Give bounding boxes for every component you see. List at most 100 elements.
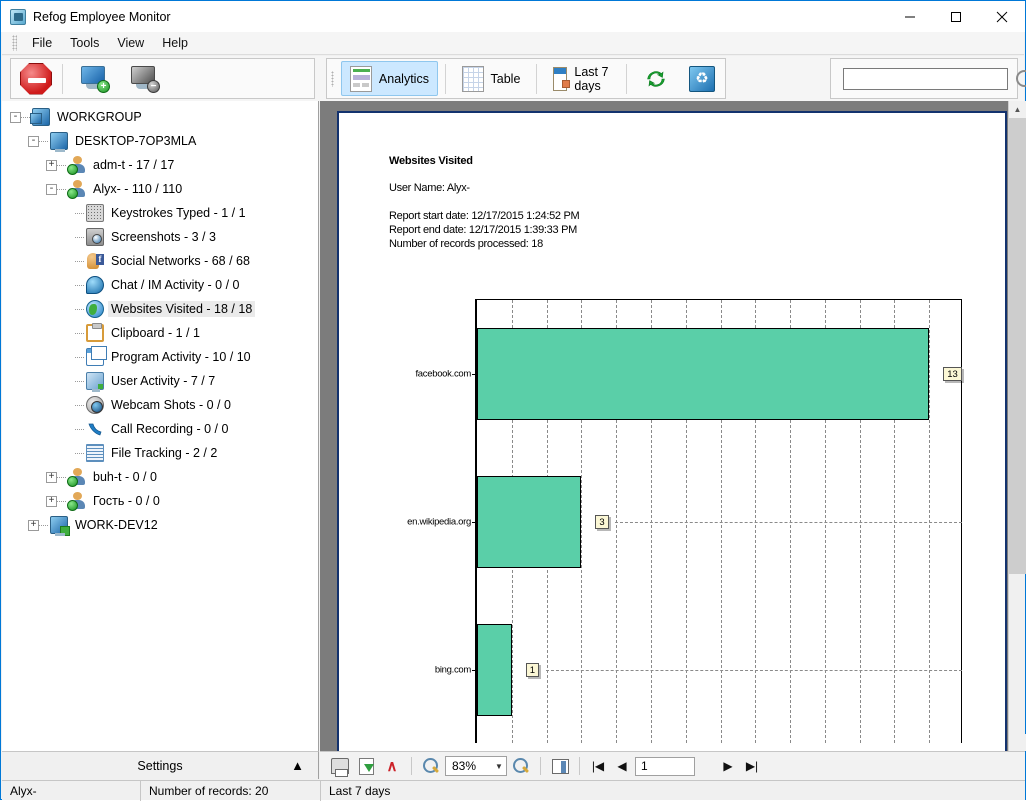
scroll-down-button[interactable] <box>1009 734 1026 751</box>
tree-item-14[interactable]: File Tracking - 2 / 2 <box>6 441 318 465</box>
search-icon[interactable] <box>1014 68 1026 90</box>
last-page-button[interactable]: ▶| <box>745 759 759 773</box>
settings-label: Settings <box>137 758 183 773</box>
tree-connector <box>39 140 48 142</box>
expand-toggle-icon[interactable]: + <box>28 519 39 531</box>
zoom-level-select[interactable]: 83% ▼ <box>445 756 507 776</box>
tree-item-15[interactable]: + buh-t - 0 / 0 <box>6 465 318 489</box>
tree-connector <box>75 428 84 430</box>
close-button[interactable] <box>979 1 1025 32</box>
tree-item-4[interactable]: Keystrokes Typed - 1 / 1 <box>6 201 318 225</box>
tree-item-0[interactable]: - WORKGROUP <box>6 105 318 129</box>
expand-toggle-icon[interactable]: + <box>46 471 57 483</box>
view-toolbar-gripper[interactable] <box>331 70 334 87</box>
gridline <box>859 300 861 743</box>
page-number-input[interactable] <box>635 756 695 776</box>
tab-table[interactable]: Table <box>453 61 530 96</box>
menu-view[interactable]: View <box>117 36 145 50</box>
tree-connector <box>57 476 66 478</box>
toolbar-row: + − Analytics Table <box>2 56 1026 101</box>
tree-item-label: Chat / IM Activity - 0 / 0 <box>111 278 240 292</box>
report-record-count: Number of records processed: 18 <box>389 238 543 250</box>
bookmarks-icon <box>551 758 569 774</box>
menu-tools[interactable]: Tools <box>70 36 100 50</box>
maximize-button[interactable] <box>933 1 979 32</box>
tree-spacer <box>64 304 75 315</box>
tree-panel[interactable]: - WORKGROUP - DESKTOP-7OP3MLA + adm-t - 17 / … <box>2 101 319 751</box>
expand-toggle-icon[interactable]: + <box>46 159 57 171</box>
value-leader-line <box>545 670 962 671</box>
tree-item-12[interactable]: Webcam Shots - 0 / 0 <box>6 393 318 417</box>
scrollbar-thumb[interactable] <box>1009 118 1026 574</box>
tree-item-7[interactable]: Chat / IM Activity - 0 / 0 <box>6 273 318 297</box>
tree-item-label: WORKGROUP <box>57 110 142 124</box>
report-toolbar: ∧ 83% ▼ |◀ ◀ ▶ ▶| <box>320 751 1025 780</box>
tree-item-5[interactable]: Screenshots - 3 / 3 <box>6 225 318 249</box>
tree-item-3[interactable]: - Alyx- - 110 / 110 <box>6 177 318 201</box>
remove-computer-button[interactable]: − <box>120 61 168 96</box>
minimize-button[interactable] <box>887 1 933 32</box>
print-button[interactable] <box>328 755 352 777</box>
zoom-in-button[interactable] <box>419 755 443 777</box>
viewer-scrollbar[interactable]: ▲ <box>1008 101 1026 751</box>
category-label: facebook.com <box>415 368 471 380</box>
add-computer-button[interactable]: + <box>70 61 118 96</box>
window-controls <box>887 1 1025 32</box>
zoom-out-button[interactable] <box>509 755 533 777</box>
collapse-toggle-icon[interactable]: - <box>46 183 57 195</box>
report-viewer[interactable]: Websites Visited User Name: Alyx- Report… <box>320 101 1025 751</box>
tab-analytics[interactable]: Analytics <box>340 61 438 96</box>
bookmarks-button[interactable] <box>548 755 572 777</box>
gridline <box>894 300 896 743</box>
bar-value-label: 13 <box>943 367 962 381</box>
tree-item-2[interactable]: + adm-t - 17 / 17 <box>6 153 318 177</box>
collapse-toggle-icon[interactable]: - <box>28 135 39 147</box>
expand-toggle-icon[interactable]: + <box>46 495 57 507</box>
menu-help[interactable]: Help <box>162 36 188 50</box>
menu-gripper[interactable] <box>12 35 17 51</box>
export-button[interactable] <box>354 755 378 777</box>
stop-monitoring-icon[interactable] <box>20 62 52 95</box>
calendar-icon <box>553 66 571 91</box>
tree-item-17[interactable]: + WORK-DEV12 <box>6 513 318 537</box>
report-end-date: Report end date: 12/17/2015 1:39:33 PM <box>389 224 577 236</box>
report-start-date: Report start date: 12/17/2015 1:24:52 PM <box>389 210 580 222</box>
menu-file[interactable]: File <box>32 36 53 50</box>
report-title: Websites Visited <box>389 155 473 167</box>
settings-bar[interactable]: Settings ▲ <box>2 751 319 779</box>
search-input[interactable] <box>843 67 1008 90</box>
tree-item-8[interactable]: Websites Visited - 18 / 18 <box>6 297 318 321</box>
pdf-button[interactable]: ∧ <box>380 755 404 777</box>
category-label: bing.com <box>434 664 471 676</box>
file-icon <box>86 444 104 462</box>
tree-item-11[interactable]: User Activity - 7 / 7 <box>6 369 318 393</box>
group-icon <box>30 108 50 126</box>
toolbar-separator <box>626 63 627 94</box>
tree-item-9[interactable]: Clipboard - 1 / 1 <box>6 321 318 345</box>
tree-connector <box>57 188 66 190</box>
next-page-button[interactable]: ▶ <box>723 759 733 773</box>
tree-item-label: Webcam Shots - 0 / 0 <box>111 398 231 412</box>
date-range-button[interactable]: Last 7 days <box>544 61 619 96</box>
refresh-button[interactable] <box>634 61 678 96</box>
prev-page-button[interactable]: ◀ <box>617 759 627 773</box>
clear-logs-button[interactable]: ♻ <box>680 61 724 96</box>
collapse-chevron-icon[interactable]: ▲ <box>291 758 304 773</box>
title-bar: Refog Employee Monitor <box>1 1 1025 32</box>
webcam-icon <box>86 396 104 414</box>
first-page-button[interactable]: |◀ <box>591 759 605 773</box>
tree-item-10[interactable]: Program Activity - 10 / 10 <box>6 345 318 369</box>
tree-item-6[interactable]: Social Networks - 68 / 68 <box>6 249 318 273</box>
collapse-toggle-icon[interactable]: - <box>10 111 21 123</box>
tree-item-16[interactable]: + Гость - 0 / 0 <box>6 489 318 513</box>
tree-item-label: buh-t - 0 / 0 <box>93 470 157 484</box>
axis-tick <box>472 522 477 523</box>
tree-item-13[interactable]: Call Recording - 0 / 0 <box>6 417 318 441</box>
tree-connector <box>75 212 84 214</box>
chart-plot-area: facebook.com 13 en.wikipedia.org 3 bing.com 1 <box>407 299 962 743</box>
tree-item-1[interactable]: - DESKTOP-7OP3MLA <box>6 129 318 153</box>
tree-connector <box>21 116 30 118</box>
scroll-up-button[interactable]: ▲ <box>1009 101 1026 118</box>
status-bar: Alyx- Number of records: 20 Last 7 days <box>2 780 1025 801</box>
